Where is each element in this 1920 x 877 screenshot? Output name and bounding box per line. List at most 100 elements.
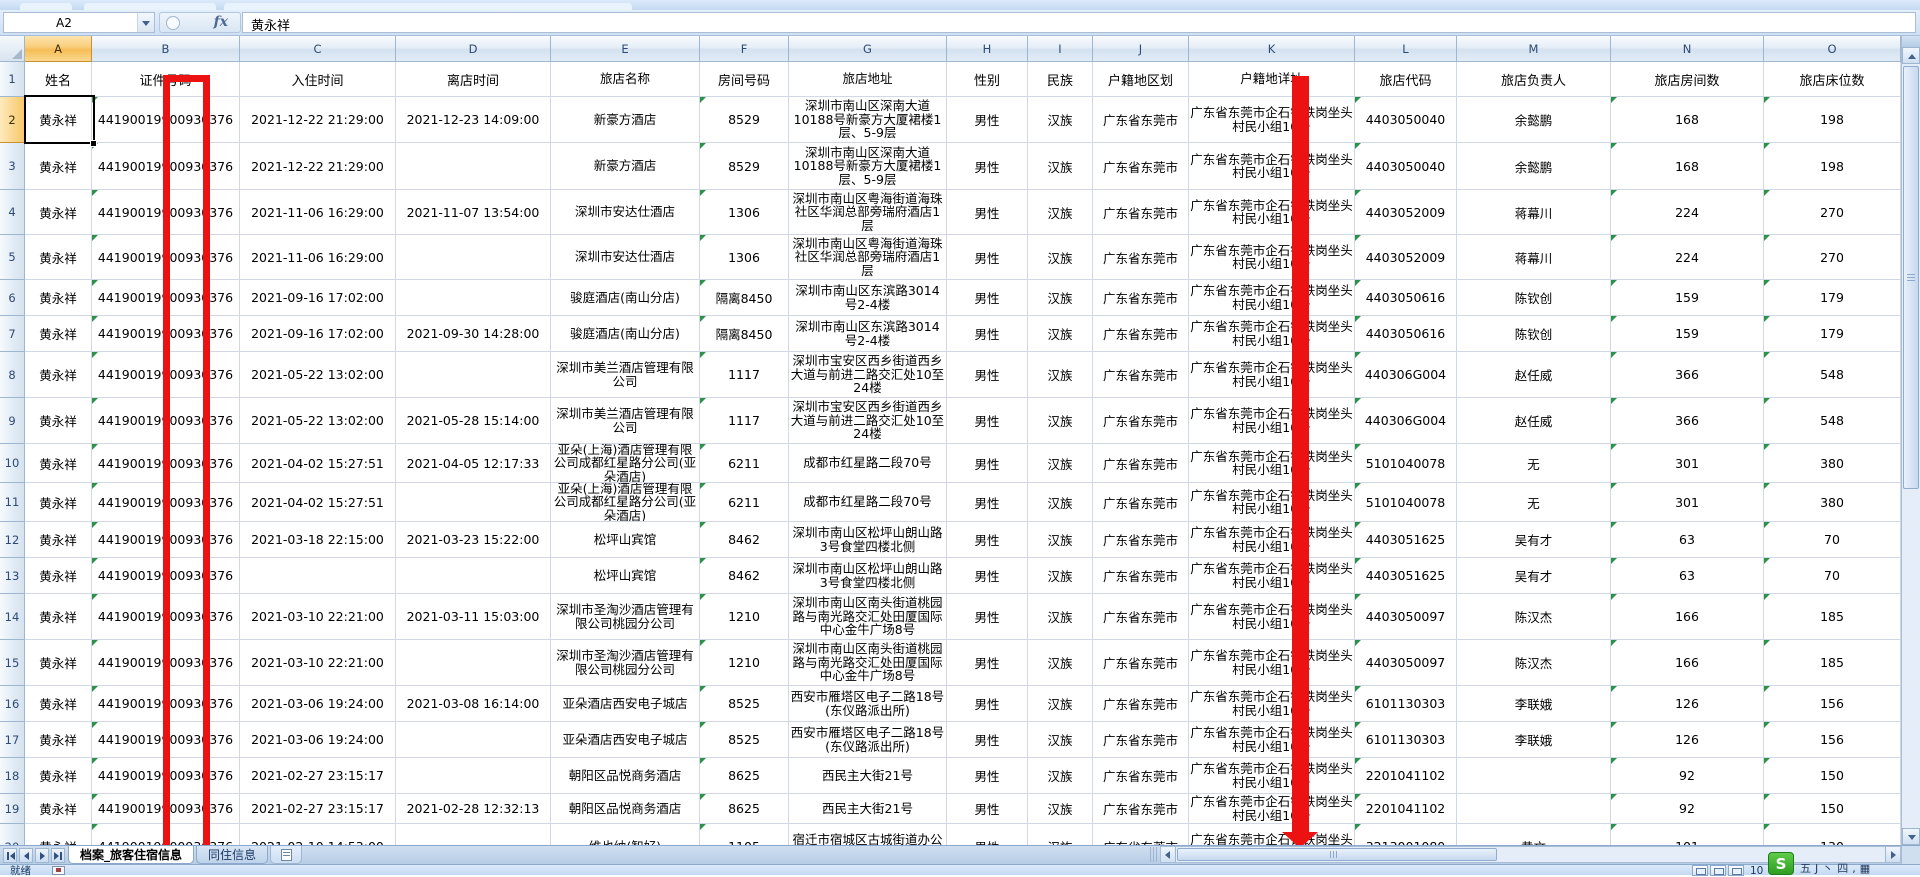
- cell-D7[interactable]: 2021-09-30 14:28:00: [396, 316, 551, 352]
- view-normal-button[interactable]: [1692, 865, 1708, 876]
- cell-M4[interactable]: 蒋幕川: [1457, 190, 1611, 235]
- cell-E10[interactable]: 亚朵(上海)酒店管理有限公司成都红星路分公司(亚朵酒店): [551, 444, 700, 483]
- cell-K7[interactable]: 广东省东莞市企石镇铁岗坐头村民小组10号: [1189, 316, 1355, 352]
- cell-B16[interactable]: 44190019900930376: [92, 686, 240, 722]
- cell-H10[interactable]: 男性: [947, 444, 1028, 483]
- cell-H11[interactable]: 男性: [947, 483, 1028, 522]
- cell-L11[interactable]: 5101040078: [1355, 483, 1457, 522]
- cell-F17[interactable]: 8525: [700, 722, 789, 758]
- cell-I12[interactable]: 汉族: [1028, 522, 1093, 558]
- column-header-D[interactable]: D: [396, 36, 551, 62]
- name-box[interactable]: A2: [3, 12, 155, 33]
- cell-D15[interactable]: [396, 640, 551, 686]
- cell-K16[interactable]: 广东省东莞市企石镇铁岗坐头村民小组10号: [1189, 686, 1355, 722]
- cell-L12[interactable]: 4403051625: [1355, 522, 1457, 558]
- cell-B4[interactable]: 44190019900930376: [92, 190, 240, 235]
- cell-E6[interactable]: 骏庭酒店(南山分店): [551, 280, 700, 316]
- cell-J7[interactable]: 广东省东莞市: [1093, 316, 1189, 352]
- cell-E18[interactable]: 朝阳区品悦商务酒店: [551, 758, 700, 794]
- cell-B3[interactable]: 44190019900930376: [92, 143, 240, 190]
- cell-O19[interactable]: 150: [1764, 794, 1901, 824]
- previous-sheet-button[interactable]: [19, 848, 33, 863]
- cell-G18[interactable]: 西民主大街21号: [789, 758, 947, 794]
- cell-H14[interactable]: 男性: [947, 594, 1028, 640]
- cell-I14[interactable]: 汉族: [1028, 594, 1093, 640]
- cell-H13[interactable]: 男性: [947, 558, 1028, 594]
- cell-A11[interactable]: 黄永祥: [25, 483, 92, 522]
- cell-N2[interactable]: 168: [1611, 97, 1764, 143]
- cell-F6[interactable]: 隔离8450: [700, 280, 789, 316]
- ime-icon-5[interactable]: ,: [1852, 862, 1856, 875]
- row-header-16[interactable]: 16: [0, 686, 25, 722]
- cell-O1[interactable]: 旅店床位数: [1764, 62, 1901, 97]
- cell-C2[interactable]: 2021-12-22 21:29:00: [240, 97, 396, 143]
- cell-J15[interactable]: 广东省东莞市: [1093, 640, 1189, 686]
- cell-M15[interactable]: 陈汉杰: [1457, 640, 1611, 686]
- cell-F8[interactable]: 1117: [700, 352, 789, 398]
- cell-L19[interactable]: 2201041102: [1355, 794, 1457, 824]
- cell-M5[interactable]: 蒋幕川: [1457, 235, 1611, 280]
- cell-E4[interactable]: 深圳市安达仕酒店: [551, 190, 700, 235]
- cell-N15[interactable]: 166: [1611, 640, 1764, 686]
- cell-A6[interactable]: 黄永祥: [25, 280, 92, 316]
- formula-input[interactable]: 黄永祥: [242, 12, 1916, 34]
- column-header-B[interactable]: B: [92, 36, 240, 62]
- cell-C19[interactable]: 2021-02-27 23:15:17: [240, 794, 396, 824]
- cell-G17[interactable]: 西安市雁塔区电子二路18号(东仪路派出所): [789, 722, 947, 758]
- cell-B17[interactable]: 44190019900930376: [92, 722, 240, 758]
- cell-G14[interactable]: 深圳市南山区南头街道桃园路与南光路交汇处田厦国际中心金牛广场8号: [789, 594, 947, 640]
- row-header-12[interactable]: 12: [0, 522, 25, 558]
- cell-M14[interactable]: 陈汉杰: [1457, 594, 1611, 640]
- cell-F19[interactable]: 8625: [700, 794, 789, 824]
- cell-C1[interactable]: 入住时间: [240, 62, 396, 97]
- cell-B18[interactable]: 44190019900930376: [92, 758, 240, 794]
- cell-K19[interactable]: 广东省东莞市企石镇铁岗坐头村民小组10号: [1189, 794, 1355, 824]
- cell-N3[interactable]: 168: [1611, 143, 1764, 190]
- cell-J10[interactable]: 广东省东莞市: [1093, 444, 1189, 483]
- cell-A18[interactable]: 黄永祥: [25, 758, 92, 794]
- cell-L7[interactable]: 4403050616: [1355, 316, 1457, 352]
- cell-I9[interactable]: 汉族: [1028, 398, 1093, 444]
- cell-K18[interactable]: 广东省东莞市企石镇铁岗坐头村民小组10号: [1189, 758, 1355, 794]
- cell-K9[interactable]: 广东省东莞市企石镇铁岗坐头村民小组10号: [1189, 398, 1355, 444]
- cell-K10[interactable]: 广东省东莞市企石镇铁岗坐头村民小组10号: [1189, 444, 1355, 483]
- cell-I13[interactable]: 汉族: [1028, 558, 1093, 594]
- cell-M17[interactable]: 李联娥: [1457, 722, 1611, 758]
- ime-icon-4[interactable]: 四: [1837, 862, 1849, 875]
- cell-O10[interactable]: 380: [1764, 444, 1901, 483]
- cell-F13[interactable]: 8462: [700, 558, 789, 594]
- cell-J17[interactable]: 广东省东莞市: [1093, 722, 1189, 758]
- cell-H7[interactable]: 男性: [947, 316, 1028, 352]
- cell-J9[interactable]: 广东省东莞市: [1093, 398, 1189, 444]
- cell-C6[interactable]: 2021-09-16 17:02:00: [240, 280, 396, 316]
- cell-H4[interactable]: 男性: [947, 190, 1028, 235]
- ime-icon-1[interactable]: 五: [1800, 862, 1811, 875]
- cell-I4[interactable]: 汉族: [1028, 190, 1093, 235]
- cell-I15[interactable]: 汉族: [1028, 640, 1093, 686]
- cell-D16[interactable]: 2021-03-08 16:14:00: [396, 686, 551, 722]
- cell-G5[interactable]: 深圳市南山区粤海街道海珠社区华润总部旁瑞府酒店1层: [789, 235, 947, 280]
- cell-G2[interactable]: 深圳市南山区深南大道10188号新豪方大厦裙楼1层、5-9层: [789, 97, 947, 143]
- column-header-O[interactable]: O: [1764, 36, 1901, 62]
- cell-A19[interactable]: 黄永祥: [25, 794, 92, 824]
- cell-K20[interactable]: 广东省东莞市企石镇铁岗坐头村民小组10号: [1189, 824, 1355, 845]
- cell-B5[interactable]: 44190019900930376: [92, 235, 240, 280]
- cell-K6[interactable]: 广东省东莞市企石镇铁岗坐头村民小组10号: [1189, 280, 1355, 316]
- cell-N17[interactable]: 126: [1611, 722, 1764, 758]
- cell-C5[interactable]: 2021-11-06 16:29:00: [240, 235, 396, 280]
- cell-E5[interactable]: 深圳市安达仕酒店: [551, 235, 700, 280]
- cell-H20[interactable]: 男性: [947, 824, 1028, 845]
- cell-C8[interactable]: 2021-05-22 13:02:00: [240, 352, 396, 398]
- sheet-tab-2[interactable]: 同住信息: [196, 846, 269, 864]
- cell-C10[interactable]: 2021-04-02 15:27:51: [240, 444, 396, 483]
- cell-N14[interactable]: 166: [1611, 594, 1764, 640]
- cell-K3[interactable]: 广东省东莞市企石镇铁岗坐头村民小组10号: [1189, 143, 1355, 190]
- cell-B2[interactable]: 44190019900930376: [92, 97, 240, 143]
- column-header-H[interactable]: H: [947, 36, 1028, 62]
- cell-A10[interactable]: 黄永祥: [25, 444, 92, 483]
- cell-I2[interactable]: 汉族: [1028, 97, 1093, 143]
- cell-A9[interactable]: 黄永祥: [25, 398, 92, 444]
- cell-H1[interactable]: 性别: [947, 62, 1028, 97]
- cell-K13[interactable]: 广东省东莞市企石镇铁岗坐头村民小组10号: [1189, 558, 1355, 594]
- cell-I7[interactable]: 汉族: [1028, 316, 1093, 352]
